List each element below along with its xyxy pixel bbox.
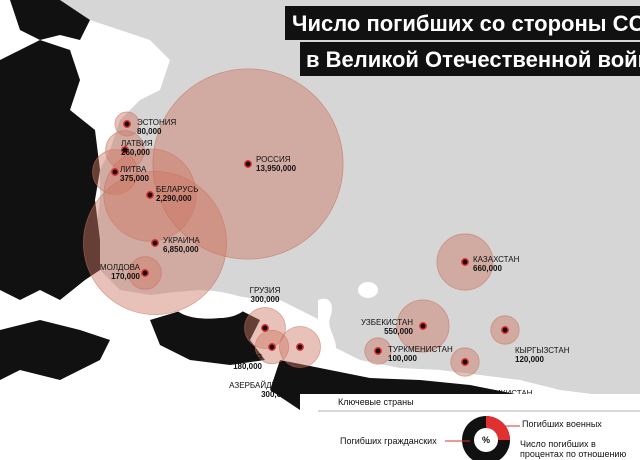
country-name: РОССИЯ [256,155,291,164]
title-line: в Великой Отечественной войне [306,47,640,72]
country-name: БЕЛАРУСЬ [156,185,198,194]
legend-civilian-label: Погибших гражданских [340,436,437,446]
caspian-sea [313,298,337,361]
country-name: АРМЕНИЯ [222,353,262,362]
dot [268,343,276,351]
turkey [150,305,265,365]
dot [374,347,382,355]
dot [296,343,304,351]
country-value: 80,000 [137,127,162,136]
country-value: 180,000 [233,362,262,371]
country-name: УКРАИНА [163,236,200,245]
country-value: 260,000 [121,148,150,157]
dot [111,168,119,176]
dot [461,358,469,366]
country-name: ТАДЖИКИСТАН [472,389,533,398]
country-name: КАЗАХСТАН [473,255,520,264]
country-value: 13,950,000 [256,164,297,173]
country-value: 375,000 [120,174,149,183]
dot [261,324,269,332]
country-value: 660,000 [473,264,502,273]
dot [151,239,159,247]
dot [146,191,154,199]
title-bg [285,6,640,40]
legend-note: процентах по отношению [520,449,626,459]
country-value: 6,850,000 [163,245,199,254]
title-line: Число погибших со стороны СССР [292,11,640,36]
country-name: МОЛДОВА [100,263,141,272]
country-name: АЗЕРБАЙДЖАН [229,381,290,390]
country-name: ЛИТВА [120,165,147,174]
black-sea [170,290,249,319]
country-value: 300,000 [251,295,280,304]
legend-military-label: Погибших военных [522,419,602,429]
legend-heading: Ключевые страны [338,397,414,407]
legend-inner [474,428,498,452]
country-value: 170,000 [111,272,140,281]
country-value: 550,000 [384,327,413,336]
country-value: 120,000 [515,355,544,364]
europe [0,40,100,300]
dot [141,269,149,277]
mediterranean-land [0,320,110,380]
land [60,0,640,400]
country-name: ГРУЗИЯ [250,286,281,295]
country-name: УЗБЕКИСТАН [361,318,413,327]
legend-note: Число погибших в [520,439,596,449]
country-value: 2,290,000 [156,194,192,203]
aral-sea [358,282,378,298]
country-name: ЭСТОНИЯ [137,118,177,127]
country-value: 300,000 [261,390,290,399]
scandinavia [10,0,90,40]
country-name: ЛАТВИЯ [121,139,153,148]
dot [461,258,469,266]
title-bg [300,42,640,76]
dot [123,120,131,128]
country-value: 100,000 [388,354,417,363]
legend-percent: % [482,435,490,445]
dot [121,146,129,154]
dot [419,322,427,330]
dot [244,160,252,168]
dot [501,326,509,334]
country-name: ТУРКМЕНИСТАН [388,345,453,354]
country-name: КЫРГЫЗСТАН [515,346,570,355]
